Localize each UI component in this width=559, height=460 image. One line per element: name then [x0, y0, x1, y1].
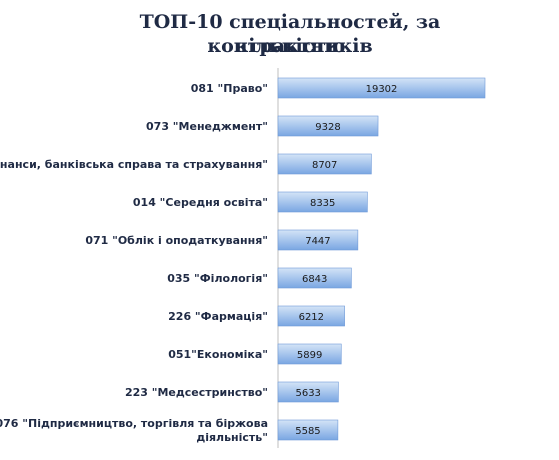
- category-label-4: 014 "Середня освіта": [133, 196, 268, 209]
- category-label-7: 226 "Фармація": [168, 310, 268, 323]
- bar-3: [277, 153, 372, 175]
- bar-10: [277, 419, 339, 441]
- category-label-5: 071 "Облік і оподаткування": [85, 234, 268, 247]
- category-label-7-line-1: 226 "Фармація": [168, 310, 268, 323]
- bar-7: [277, 305, 345, 327]
- category-label-3: 072 "Фінанси, банківська справа та страх…: [0, 158, 268, 171]
- bar-value-label-7: 6212: [299, 312, 324, 323]
- bar-value-label-8: 5899: [297, 350, 322, 361]
- bar-value-label-3: 8707: [312, 160, 337, 171]
- bar-value-label-5: 7447: [305, 236, 330, 247]
- bar-6: [277, 267, 352, 289]
- category-label-6-line-1: 035 "Філологія": [167, 272, 268, 285]
- bar-value-label-9: 5633: [295, 388, 320, 399]
- bar-value-label-1: 19302: [366, 84, 398, 95]
- category-label-8-line-1: 051"Економіка": [168, 348, 268, 361]
- chart-title-line-1: ТОП-10 спеціальностей, за кількістю: [139, 11, 441, 57]
- bar-9: [277, 381, 339, 403]
- category-label-10-line-1: 076 "Підприємництво, торгівля та біржова: [0, 417, 268, 430]
- category-label-1-line-1: 081 "Право": [191, 82, 268, 95]
- category-label-3-line-1: 072 "Фінанси, банківська справа та страх…: [0, 158, 268, 171]
- category-label-5-line-1: 071 "Облік і оподаткування": [85, 234, 268, 247]
- category-label-10-line-2: діяльність": [196, 431, 268, 444]
- bar-8: [277, 343, 342, 365]
- bar-2: [277, 115, 379, 137]
- category-label-1: 081 "Право": [191, 82, 268, 95]
- category-label-10: 076 "Підприємництво, торгівля та біржова…: [0, 417, 268, 444]
- category-label-9: 223 "Медсестринство": [125, 386, 268, 399]
- category-label-9-line-1: 223 "Медсестринство": [125, 386, 268, 399]
- bar-5: [277, 229, 359, 251]
- chart-title-line-2: контрактників: [207, 35, 373, 57]
- bar-value-label-2: 9328: [315, 122, 340, 133]
- category-label-2: 073 "Менеджмент": [146, 120, 268, 133]
- bar-value-label-4: 8335: [310, 198, 335, 209]
- bar-1: [277, 77, 486, 99]
- category-label-6: 035 "Філологія": [167, 272, 268, 285]
- bar-value-label-6: 6843: [302, 274, 327, 285]
- category-label-2-line-1: 073 "Менеджмент": [146, 120, 268, 133]
- category-label-8: 051"Економіка": [168, 348, 268, 361]
- category-label-4-line-1: 014 "Середня освіта": [133, 196, 268, 209]
- bar-value-label-10: 5585: [295, 426, 320, 437]
- bar-4: [277, 191, 368, 213]
